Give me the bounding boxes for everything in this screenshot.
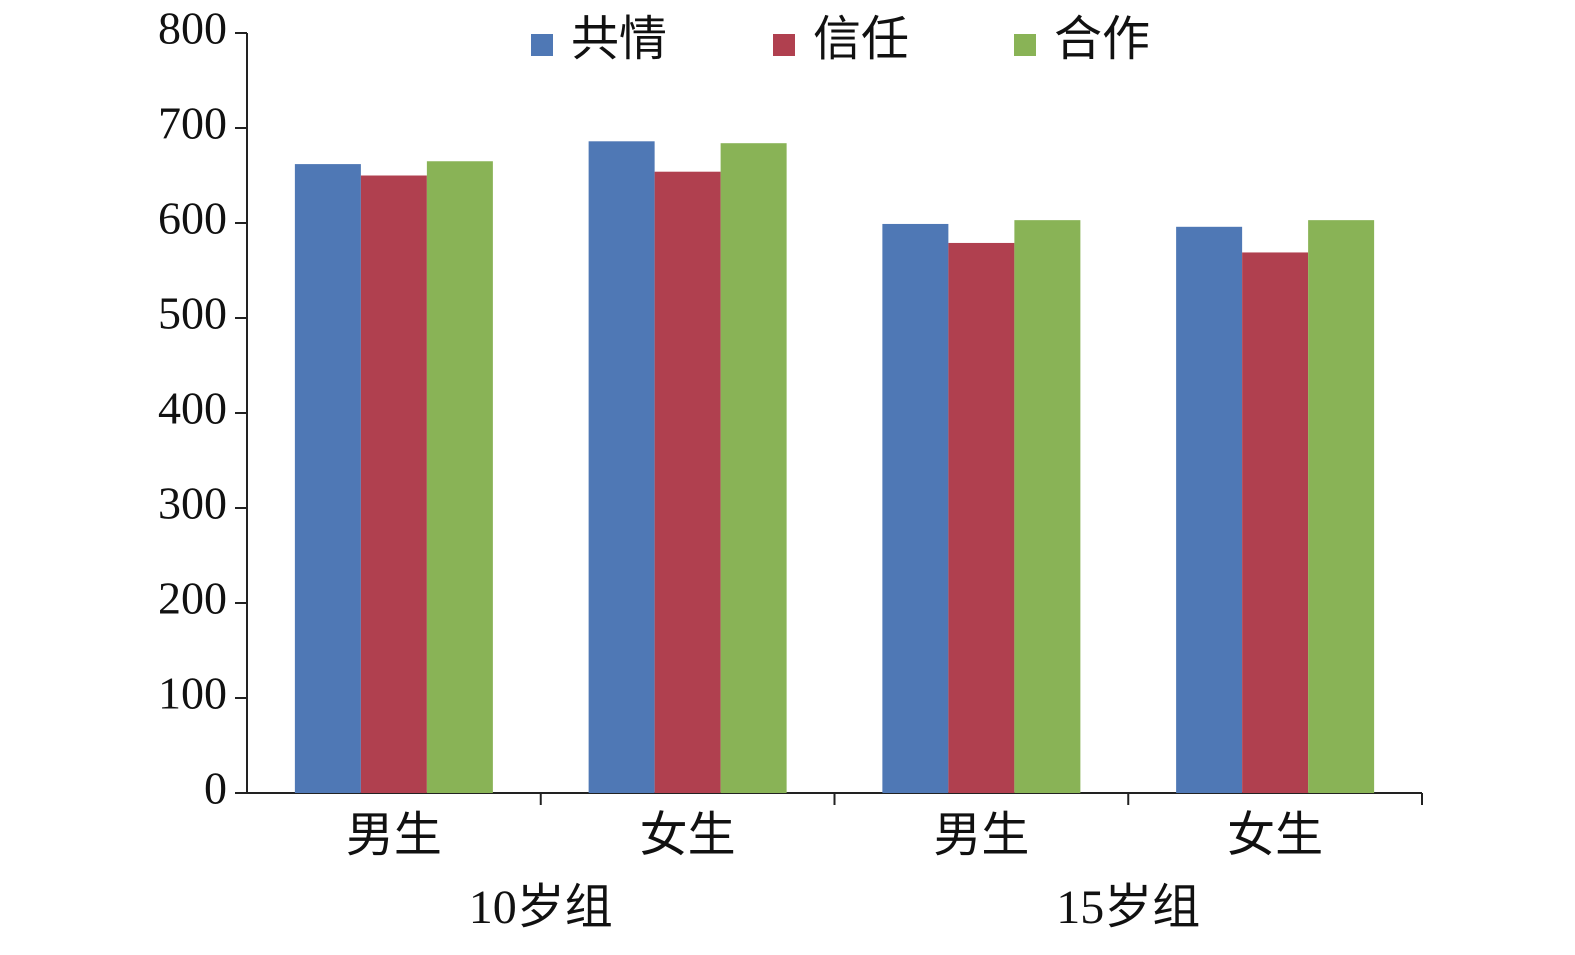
y-tick-label: 800 bbox=[158, 3, 227, 54]
x-tick-label: 男生 bbox=[346, 809, 442, 862]
bar bbox=[654, 171, 721, 793]
bar bbox=[360, 175, 427, 793]
y-tick-label: 100 bbox=[158, 668, 227, 719]
bar bbox=[1308, 220, 1375, 793]
bar bbox=[720, 143, 787, 793]
legend-label: 共情 bbox=[571, 13, 667, 66]
y-tick-label: 700 bbox=[158, 98, 227, 149]
legend-swatch bbox=[1014, 34, 1036, 56]
y-tick-label: 400 bbox=[158, 383, 227, 434]
legend-label: 信任 bbox=[813, 13, 909, 66]
bar bbox=[426, 161, 493, 793]
x-tick-label: 男生 bbox=[933, 809, 1029, 862]
x-tick-label: 女生 bbox=[1227, 809, 1323, 862]
y-tick-label: 500 bbox=[158, 288, 227, 339]
group-label: 15岁组 bbox=[1056, 881, 1200, 934]
y-tick-label: 300 bbox=[158, 478, 227, 529]
bar bbox=[294, 164, 361, 794]
group-label: 10岁组 bbox=[469, 881, 613, 934]
x-tick-label: 女生 bbox=[640, 809, 736, 862]
bar bbox=[1014, 220, 1081, 793]
legend-swatch bbox=[531, 34, 553, 56]
y-tick-label: 200 bbox=[158, 573, 227, 624]
y-tick-label: 600 bbox=[158, 193, 227, 244]
legend-swatch bbox=[773, 34, 795, 56]
y-tick-label: 0 bbox=[204, 763, 227, 814]
bar bbox=[1242, 252, 1309, 793]
legend-label: 合作 bbox=[1054, 13, 1150, 66]
bar bbox=[882, 223, 949, 793]
bar bbox=[1176, 226, 1243, 794]
bar bbox=[948, 242, 1015, 793]
bar bbox=[588, 141, 655, 794]
